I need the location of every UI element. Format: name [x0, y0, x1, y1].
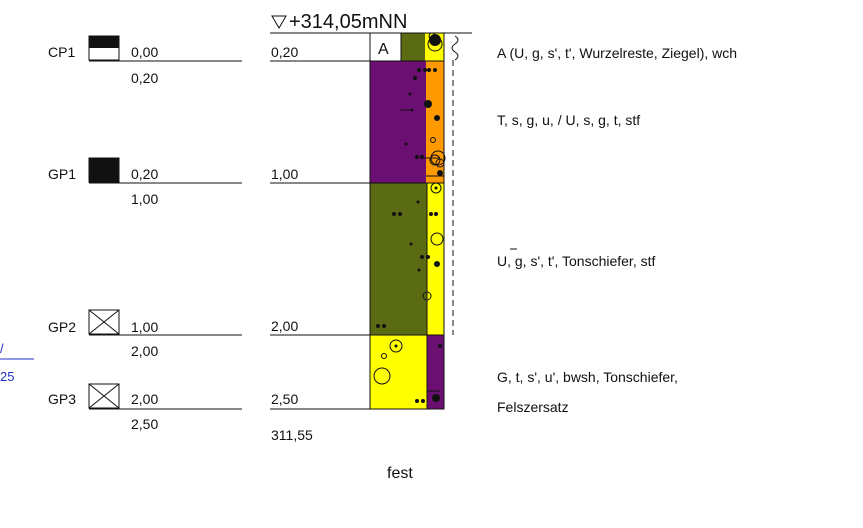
layer-descriptions: A (U, g, s', t', Wurzelreste, Ziegel), w… — [497, 45, 737, 415]
sample-gp3: GP3 2,00 2,50 — [48, 383, 242, 432]
depth-label: 2,50 — [271, 391, 298, 407]
layer-a: A — [370, 32, 444, 61]
sample-bottom: 1,00 — [131, 191, 158, 207]
elevation-label: +314,05mNN — [289, 11, 407, 33]
sample-gp2: GP2 1,00 2,00 — [48, 309, 242, 359]
layer-code: A — [378, 41, 389, 58]
sample-bottom: 2,00 — [131, 343, 158, 359]
depth-markers: 0,20 1,00 2,00 2,50 311,55 — [270, 44, 370, 443]
layer-description: T, s, g, u, / U, s, g, t, stf — [497, 112, 640, 128]
depth-label: 2,00 — [271, 318, 298, 334]
sample-id: GP2 — [48, 319, 76, 335]
layer-u — [370, 182, 444, 335]
sample-top: 0,00 — [131, 44, 158, 60]
edge-fragment-top: / — [0, 341, 4, 356]
depth-label: 1,00 — [271, 166, 298, 182]
sample-top: 1,00 — [131, 319, 158, 335]
layer-description: A (U, g, s', t', Wurzelreste, Ziegel), w… — [497, 45, 737, 61]
sample-id: GP1 — [48, 166, 76, 182]
sample-id: GP3 — [48, 391, 76, 407]
crossed-sample-icon — [88, 383, 120, 409]
sample-top: 0,20 — [131, 166, 158, 182]
depth-label: 0,20 — [271, 44, 298, 60]
consistency-label: fest — [387, 465, 413, 482]
sample-id: CP1 — [48, 44, 75, 60]
sample-column: CP1 0,00 0,20 GP1 0,20 1,00 GP2 1,00 2, — [48, 35, 242, 432]
edge-fragment: / 25 — [0, 341, 34, 384]
level-triangle-icon — [271, 15, 287, 29]
header-elevation: +314,05mNN — [270, 11, 472, 34]
layer-description: U, g, s', t', Tonschiefer, stf — [497, 253, 655, 269]
crossed-sample-icon — [88, 309, 120, 335]
sample-gp1: GP1 0,20 1,00 — [48, 157, 242, 207]
filled-sample-icon — [88, 157, 120, 183]
wavy-consistency-icon — [451, 35, 459, 61]
sample-cp1: CP1 0,00 0,20 — [48, 35, 242, 86]
sample-bottom: 2,50 — [131, 416, 158, 432]
layer-g — [370, 335, 444, 409]
layer-description: G, t, s', u', bwsh, Tonschiefer, — [497, 369, 678, 385]
layer-description: Felszersatz — [497, 399, 569, 415]
soil-column: A — [369, 32, 459, 410]
edge-fragment-bottom: 25 — [0, 369, 14, 384]
sample-bottom: 0,20 — [131, 70, 158, 86]
bottom-elevation: 311,55 — [271, 427, 313, 443]
sample-top: 2,00 — [131, 391, 158, 407]
layer-t — [370, 61, 446, 183]
